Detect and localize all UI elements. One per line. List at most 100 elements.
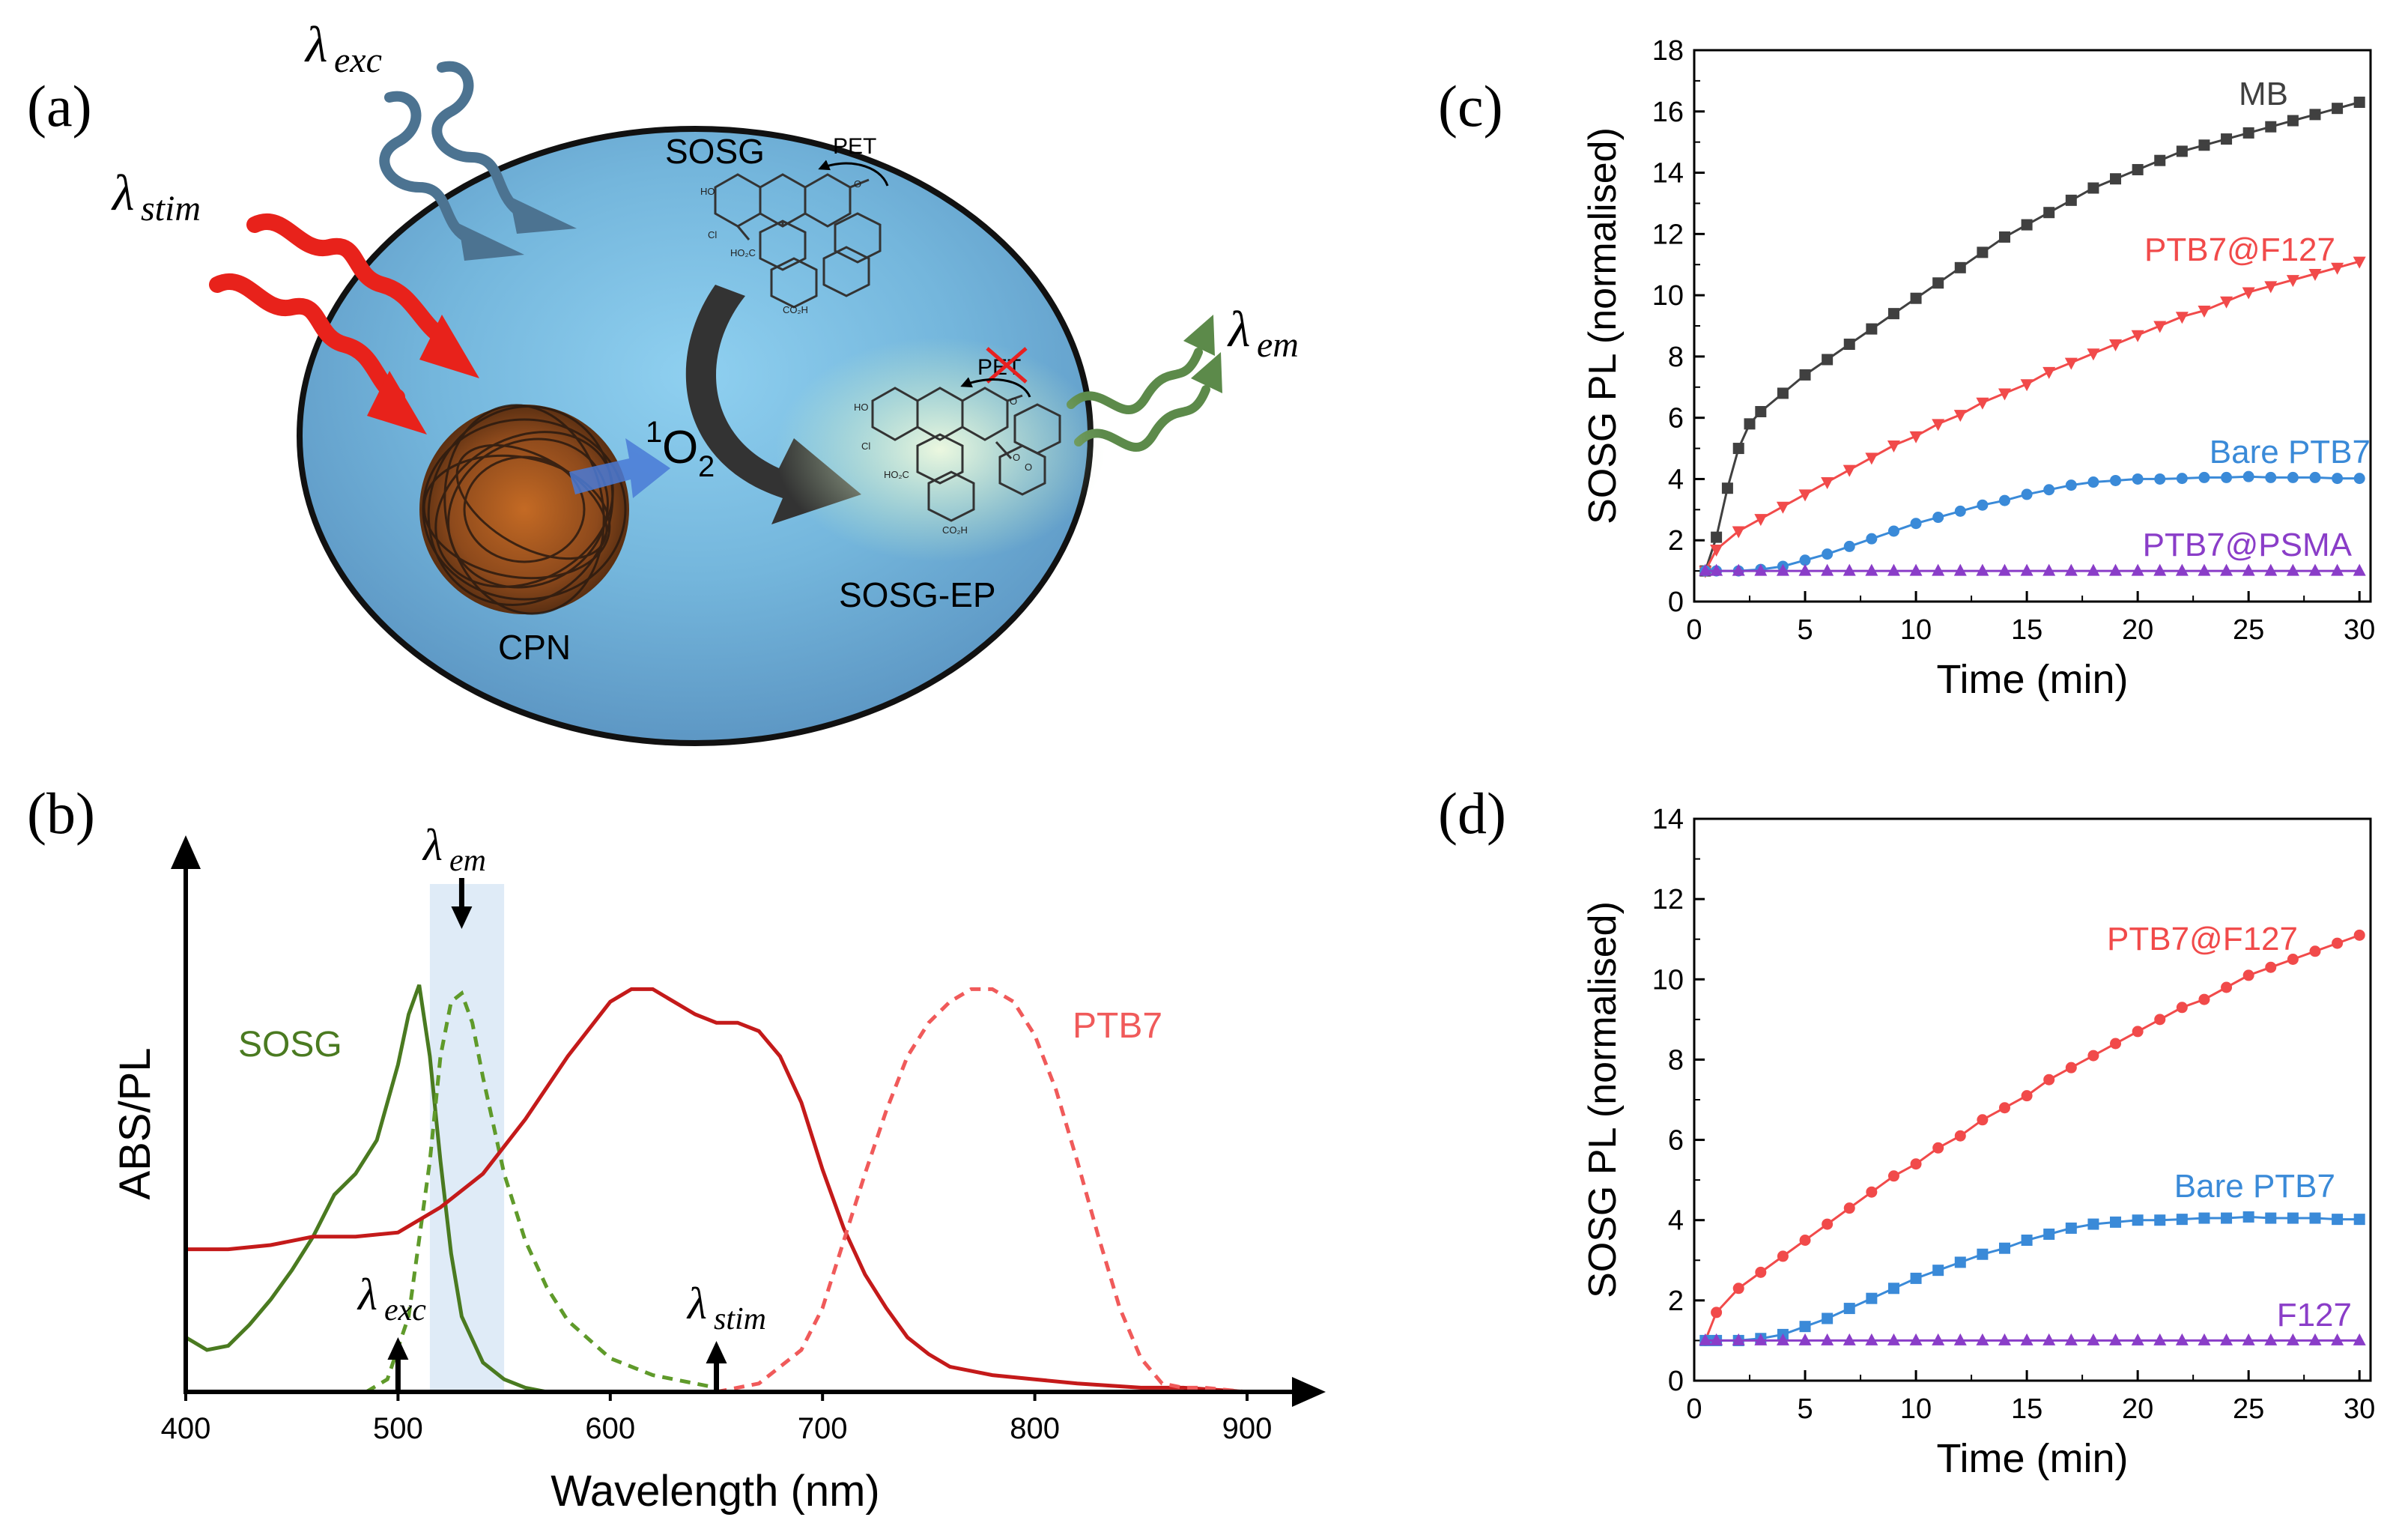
c-point-ptb7-psma: [1699, 563, 1712, 576]
d-point-bare-ptb7: [2332, 1214, 2344, 1226]
d-point-f127: [1932, 1333, 1945, 1345]
d-line-ptb7-f127: [1704, 933, 2360, 1341]
d-y-axis-title: SOSG PL (normalised): [1581, 901, 1625, 1298]
series-sosg-abs: [184, 984, 548, 1394]
svg-text:λ: λ: [686, 1279, 707, 1328]
d-point-bare-ptb7: [2309, 1212, 2321, 1224]
d-point-bare-ptb7: [2176, 1214, 2188, 1226]
pet-arrow-top: [818, 160, 889, 187]
c-point-mb: [2309, 109, 2321, 121]
d-point-ptb7-f127: [1998, 1102, 2010, 1114]
c-y-tick-label: 10: [1652, 280, 1684, 312]
d-y-tick-label: 2: [1668, 1286, 1684, 1317]
b-lambda-em-marker: λ em: [422, 820, 486, 929]
svg-text:HO₂C: HO₂C: [884, 469, 909, 480]
d-point-ptb7-f127: [1732, 1283, 1744, 1295]
svg-text:O: O: [854, 178, 861, 190]
c-point-mb: [1744, 418, 1756, 430]
c-point-ptb7-f127: [1776, 501, 1789, 514]
svg-text:λ: λ: [422, 820, 443, 870]
b-x-axis-title: Wavelength (nm): [551, 1467, 879, 1516]
c-point-bare-ptb7: [2043, 484, 2055, 496]
d-point-bare-ptb7: [2221, 1212, 2233, 1224]
c-x-tick-label: 5: [1797, 614, 1813, 646]
d-point-f127: [2198, 1333, 2211, 1345]
c-point-bare-ptb7: [2221, 471, 2233, 483]
c-point-ptb7-psma: [1932, 563, 1945, 576]
c-point-ptb7-psma: [1754, 563, 1768, 576]
sosg-label: SOSG: [665, 132, 765, 171]
svg-text:O: O: [662, 422, 698, 473]
svg-text:exc: exc: [384, 1293, 426, 1327]
c-y-tick-label: 14: [1652, 158, 1684, 190]
d-point-bare-ptb7: [2154, 1214, 2166, 1226]
d-point-ptb7-f127: [2332, 937, 2344, 949]
d-series-ptb7-f127: PTB7@F127: [1699, 921, 2365, 1346]
d-point-f127: [2242, 1333, 2255, 1345]
chart-c: 0 2 4 6 8 10 12 14 16 18 0 5 10 15 20 25 30 Time (min) SOS…: [1581, 35, 2375, 702]
svg-text:HO: HO: [854, 402, 869, 413]
d-point-ptb7-f127: [1843, 1202, 1855, 1214]
d-point-f127: [1976, 1333, 1989, 1345]
d-point-ptb7-f127: [1910, 1158, 1922, 1170]
svg-text:λ: λ: [1227, 300, 1250, 357]
d-x-tick-label: 0: [1686, 1393, 1702, 1425]
c-point-ptb7-f127: [2064, 357, 2078, 370]
d-point-ptb7-f127: [1711, 1307, 1723, 1318]
d-point-f127: [2087, 1333, 2100, 1345]
c-point-ptb7-f127: [1976, 397, 1989, 410]
c-point-bare-ptb7: [2309, 471, 2321, 483]
d-point-ptb7-f127: [2110, 1038, 2122, 1050]
c-point-ptb7-f127: [1932, 419, 1945, 432]
svg-text:λ: λ: [304, 16, 327, 73]
panel-d-label: (d): [1438, 781, 1506, 846]
c-point-bare-ptb7: [2287, 471, 2299, 483]
b-sosg-series-label: SOSG: [238, 1025, 342, 1065]
c-point-ptb7-psma: [2353, 563, 2366, 576]
c-point-ptb7-psma: [1998, 563, 2011, 576]
d-point-bare-ptb7: [2287, 1212, 2299, 1224]
d-y-tick-label: 8: [1668, 1044, 1684, 1076]
sosg-molecule-icon: [714, 173, 882, 309]
d-point-ptb7-f127: [2242, 969, 2254, 981]
d-point-ptb7-f127: [2176, 1002, 2188, 1014]
c-point-bare-ptb7: [2265, 471, 2277, 483]
d-point-ptb7-f127: [2043, 1074, 2055, 1086]
d-x-tick-label: 10: [1900, 1393, 1932, 1425]
d-point-ptb7-f127: [2154, 1014, 2166, 1026]
c-point-bare-ptb7: [2132, 473, 2144, 485]
c-point-bare-ptb7: [2198, 471, 2210, 483]
em-arrowhead-2: [1191, 352, 1222, 393]
svg-text:1: 1: [646, 416, 662, 449]
svg-text:λ: λ: [357, 1270, 377, 1319]
c-series-mb: MB: [1699, 76, 2365, 577]
c-label-mb: MB: [2239, 76, 2288, 112]
c-point-mb: [2332, 103, 2344, 115]
em-arrowhead-1: [1183, 315, 1215, 356]
c-point-ptb7-psma: [2109, 563, 2123, 576]
c-point-mb: [2132, 163, 2144, 175]
c-point-ptb7-f127: [2109, 339, 2123, 352]
c-point-ptb7-f127: [1821, 477, 1834, 490]
c-point-ptb7-psma: [2242, 563, 2255, 576]
c-point-bare-ptb7: [2110, 474, 2122, 486]
c-point-mb: [1977, 246, 1989, 258]
pet-arrow-bottom: [960, 377, 1031, 398]
d-point-bare-ptb7: [2043, 1228, 2055, 1240]
c-line-mb: [1704, 101, 2360, 572]
b-y-axis-title: ABS/PL: [111, 1047, 160, 1199]
c-point-bare-ptb7: [1866, 533, 1878, 545]
b-x-tick-label: 600: [585, 1412, 635, 1445]
c-point-mb: [1843, 339, 1855, 351]
sosg-ep-label: SOSG-EP: [839, 575, 996, 614]
svg-text:2: 2: [698, 450, 715, 483]
panel-b: (b) 400 500 600 700 800 900 Wavelength (nm) A…: [27, 781, 1326, 1516]
c-point-bare-ptb7: [1932, 512, 1944, 524]
svg-text:O: O: [1010, 396, 1017, 407]
lambda-stim-label: λ stim: [111, 164, 201, 228]
d-point-bare-ptb7: [1998, 1242, 2010, 1254]
c-y-tick-label: 2: [1668, 525, 1684, 557]
d-point-bare-ptb7: [2110, 1216, 2122, 1228]
d-point-bare-ptb7: [1910, 1272, 1922, 1284]
